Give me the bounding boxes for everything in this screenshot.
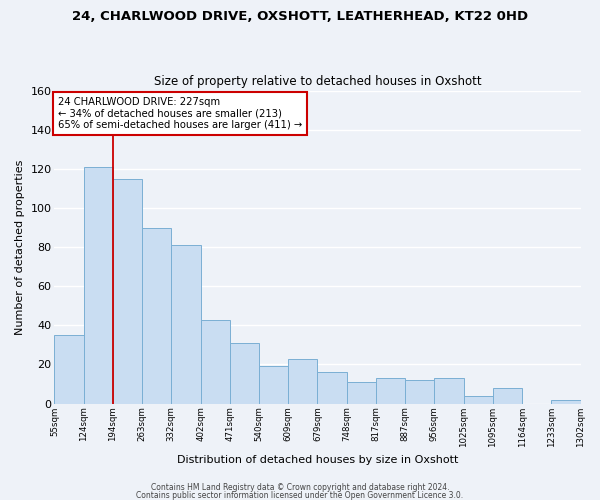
Bar bbox=[230, 343, 259, 404]
X-axis label: Distribution of detached houses by size in Oxshott: Distribution of detached houses by size … bbox=[177, 455, 458, 465]
Text: Contains public sector information licensed under the Open Government Licence 3.: Contains public sector information licen… bbox=[136, 490, 464, 500]
Bar bbox=[113, 179, 142, 404]
Bar bbox=[434, 378, 464, 404]
Bar bbox=[347, 382, 376, 404]
Bar bbox=[172, 246, 200, 404]
Bar bbox=[83, 167, 113, 404]
Text: 24, CHARLWOOD DRIVE, OXSHOTT, LEATHERHEAD, KT22 0HD: 24, CHARLWOOD DRIVE, OXSHOTT, LEATHERHEA… bbox=[72, 10, 528, 23]
Bar bbox=[405, 380, 434, 404]
Bar bbox=[259, 366, 288, 404]
Bar bbox=[288, 358, 317, 404]
Bar bbox=[464, 396, 493, 404]
Bar bbox=[376, 378, 405, 404]
Title: Size of property relative to detached houses in Oxshott: Size of property relative to detached ho… bbox=[154, 76, 481, 88]
Bar bbox=[493, 388, 522, 404]
Bar bbox=[55, 335, 83, 404]
Bar bbox=[551, 400, 581, 404]
Text: 24 CHARLWOOD DRIVE: 227sqm
← 34% of detached houses are smaller (213)
65% of sem: 24 CHARLWOOD DRIVE: 227sqm ← 34% of deta… bbox=[58, 97, 302, 130]
Bar bbox=[317, 372, 347, 404]
Bar bbox=[142, 228, 172, 404]
Y-axis label: Number of detached properties: Number of detached properties bbox=[15, 160, 25, 335]
Text: Contains HM Land Registry data © Crown copyright and database right 2024.: Contains HM Land Registry data © Crown c… bbox=[151, 484, 449, 492]
Bar bbox=[200, 320, 230, 404]
